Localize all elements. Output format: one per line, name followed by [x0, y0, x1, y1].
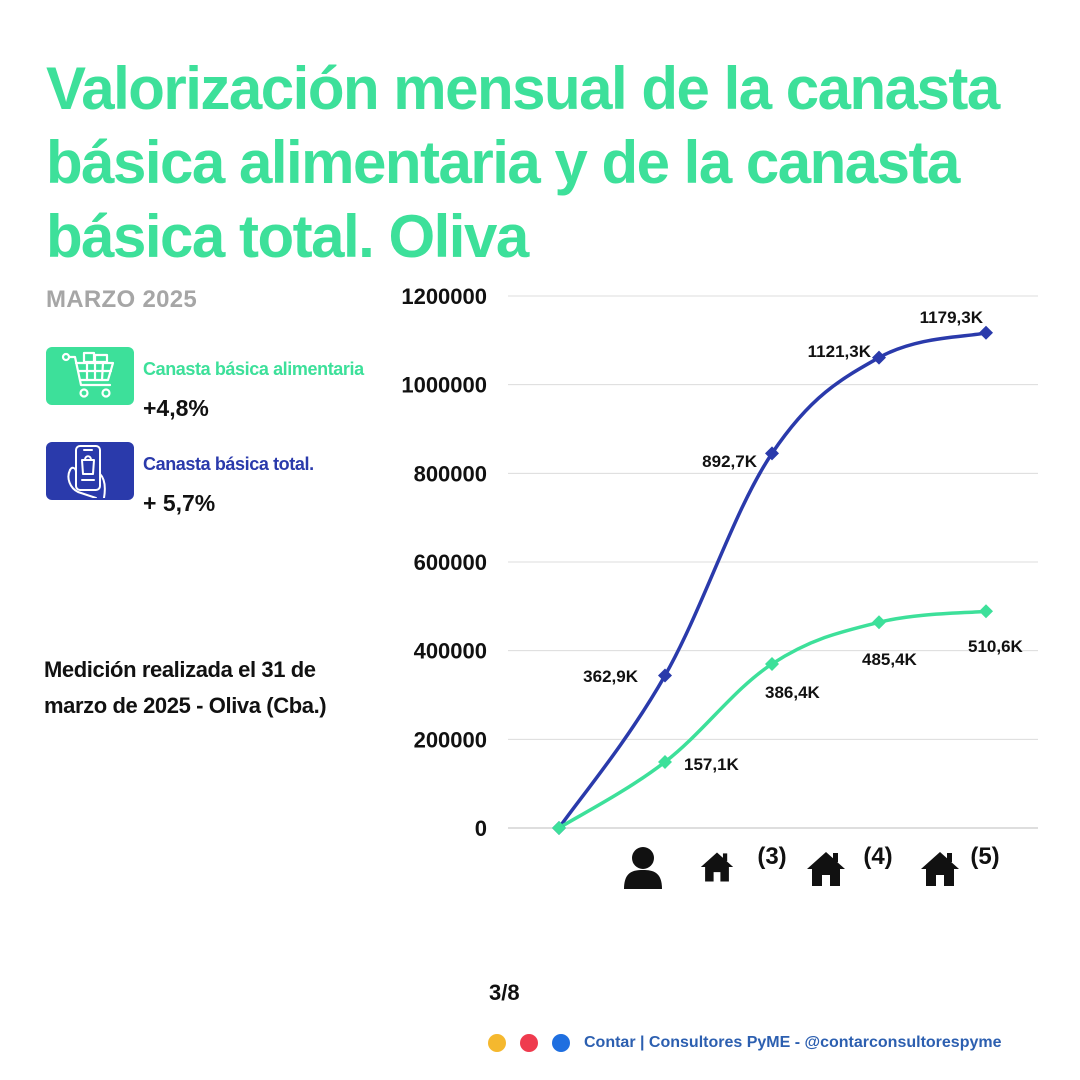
data-label: 892,7K — [702, 452, 758, 471]
brand-dot-yellow — [488, 1034, 506, 1052]
data-label: 362,9K — [583, 667, 639, 686]
data-labels: 362,9K 892,7K 1121,3K 1179,3K 157,1K 386,4K 48… — [583, 308, 1023, 774]
data-point — [765, 446, 779, 461]
y-tick-label: 800000 — [414, 461, 487, 486]
data-label: 1121,3K — [808, 342, 872, 361]
house-icon — [700, 852, 734, 882]
series-lines — [557, 331, 988, 830]
brand-dot-red — [520, 1034, 538, 1052]
period-subtitle: MARZO 2025 — [46, 286, 198, 313]
gridlines — [508, 295, 1038, 829]
house-icon — [921, 852, 959, 886]
house-icon — [807, 852, 845, 886]
category-label: (3) — [757, 843, 786, 870]
x-axis-categories: (3) (4) (5) — [624, 843, 1000, 889]
series-line — [557, 609, 988, 830]
brand-dot-blue — [552, 1034, 570, 1052]
y-tick-label: 400000 — [414, 639, 487, 664]
data-point — [979, 325, 993, 340]
y-tick-label: 200000 — [414, 727, 487, 752]
person-icon — [624, 847, 662, 889]
category-label: (5) — [970, 843, 999, 870]
data-label: 1179,3K — [920, 308, 984, 327]
y-tick-label: 1200000 — [401, 284, 487, 309]
legend-change: + 5,7% — [143, 490, 216, 516]
measurement-note: Medición realizada el 31 de marzo de 202… — [44, 657, 327, 718]
page-title: Valorización mensual de la canasta básic… — [46, 55, 1000, 270]
data-point — [979, 604, 993, 619]
data-point — [765, 656, 779, 671]
data-label: 157,1K — [684, 755, 740, 774]
data-label: 386,4K — [765, 683, 821, 702]
legend-label: Canasta básica total. — [143, 454, 314, 474]
data-point — [658, 668, 672, 683]
data-point — [872, 350, 886, 365]
data-point — [658, 754, 672, 769]
series-line — [557, 331, 988, 830]
footer: Contar | Consultores PyME - @contarconsu… — [488, 1032, 1001, 1054]
legend-label: Canasta básica alimentaria — [143, 359, 364, 379]
y-tick-label: 0 — [475, 816, 487, 841]
category-label: (4) — [863, 843, 892, 870]
y-axis-ticks: 0 200000 400000 600000 800000 1000000 1200000 — [401, 284, 487, 841]
data-point — [552, 821, 566, 835]
footer-credit: Contar | Consultores PyME - @contarconsu… — [584, 1034, 1002, 1051]
page-number: 3/8 — [489, 980, 520, 1005]
series-markers — [552, 325, 993, 835]
phone-shopping-icon — [46, 442, 134, 500]
data-label: 485,4K — [862, 650, 918, 669]
data-label: 510,6K — [968, 637, 1024, 656]
data-point — [872, 615, 886, 630]
shopping-cart-icon — [46, 347, 134, 405]
y-tick-label: 600000 — [414, 550, 487, 575]
y-tick-label: 1000000 — [401, 373, 487, 398]
legend-change: +4,8% — [143, 395, 209, 421]
